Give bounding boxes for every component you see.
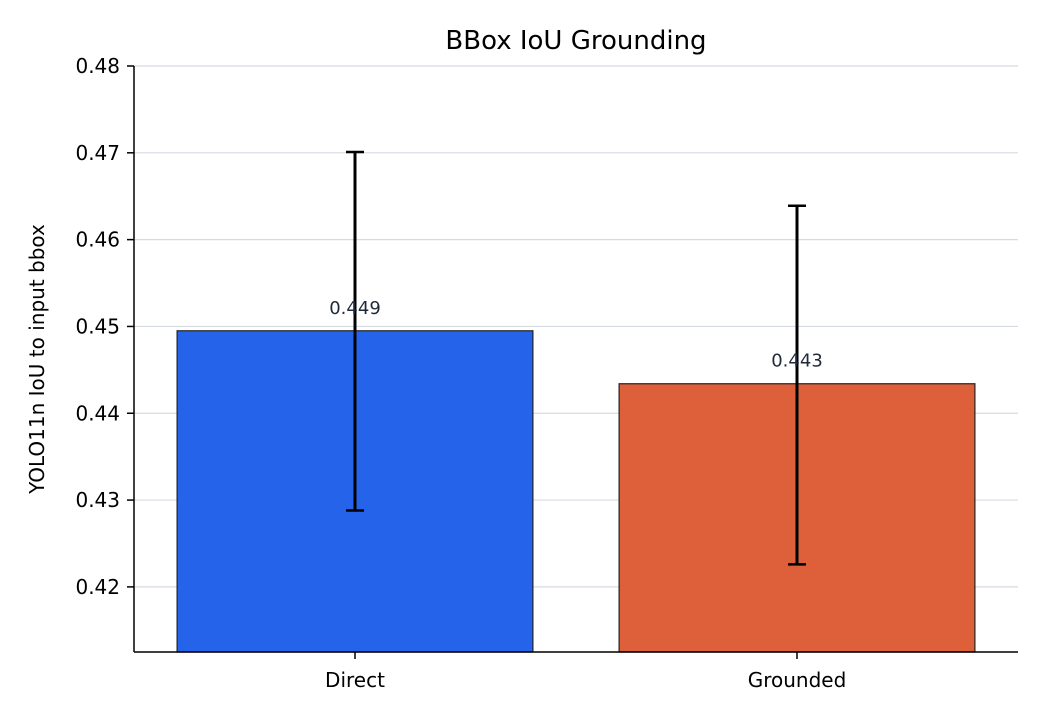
- bars: [176, 330, 976, 653]
- y-tick-label: 0.45: [75, 314, 120, 338]
- y-tick-label: 0.46: [75, 228, 120, 252]
- value-label: 0.443: [771, 351, 823, 372]
- y-tick-label: 0.43: [75, 488, 120, 512]
- y-tick-label: 0.48: [75, 54, 120, 78]
- x-tick-label: Grounded: [748, 668, 847, 692]
- error-bars: [346, 150, 806, 566]
- y-tick-label: 0.42: [75, 575, 120, 599]
- value-labels: 0.449 0.443: [329, 298, 823, 372]
- y-tick-label: 0.44: [75, 401, 120, 425]
- x-tick-label: Direct: [325, 668, 385, 692]
- x-ticks: Direct Grounded: [325, 652, 846, 692]
- value-label: 0.449: [329, 298, 381, 319]
- chart-title: BBox IoU Grounding: [445, 26, 706, 56]
- y-axis-label: YOLO11n IoU to input bbox: [25, 224, 49, 495]
- y-tick-label: 0.47: [75, 141, 120, 165]
- y-ticks: 0.42 0.43 0.44 0.45 0.46 0.47 0.48: [75, 54, 134, 599]
